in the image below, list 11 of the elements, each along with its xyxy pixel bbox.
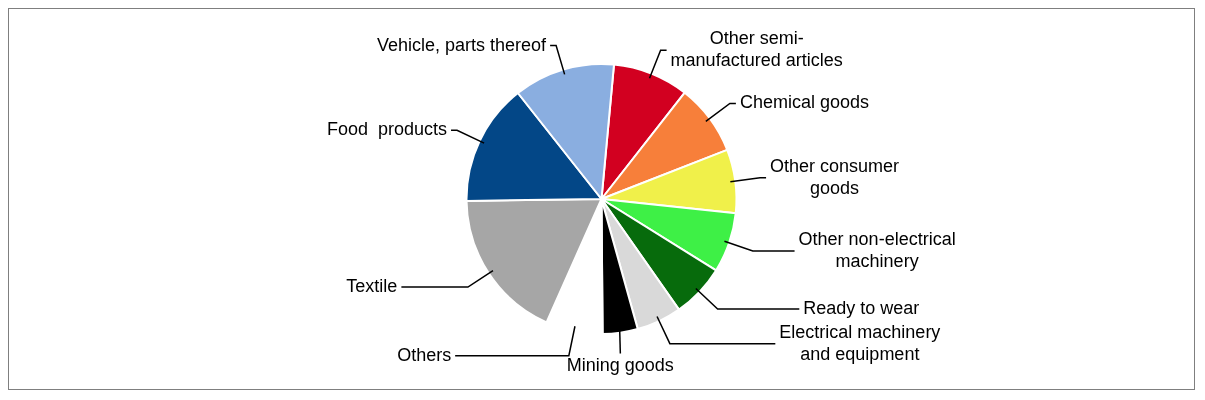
slice-label: Other consumer goods	[770, 155, 900, 198]
slice-label: Others	[397, 344, 452, 365]
slice-label: Textile	[346, 276, 398, 297]
slice-label: Electrical machinery and equipment	[779, 321, 941, 364]
slice-label: Chemical goods	[739, 92, 869, 113]
slice-label: Other semi-manufactured articles	[670, 28, 843, 71]
legend-label: Mining goods	[566, 355, 674, 376]
slice-label: Food products	[326, 119, 448, 140]
slice-label: Ready to wear	[803, 298, 920, 319]
slice-label: Vehicle, parts thereof	[377, 34, 548, 55]
slice-label: Other non-electrical machinery	[798, 229, 956, 272]
